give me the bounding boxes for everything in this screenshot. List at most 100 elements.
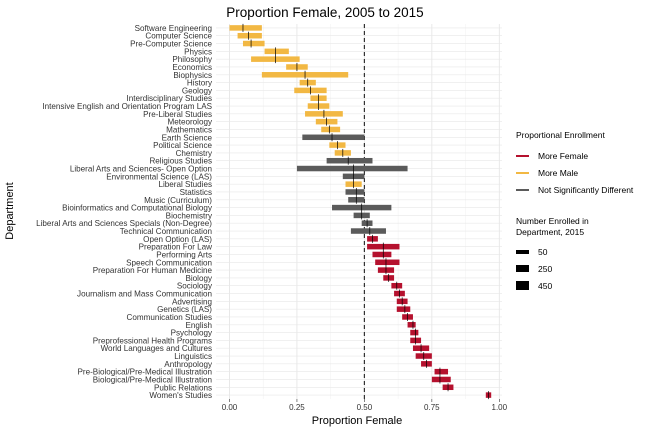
- legend-item-more-female: More Female: [516, 147, 636, 164]
- department-label: Meteorology: [167, 118, 212, 127]
- x-tick-label: 0.00: [222, 403, 238, 412]
- interval-bar: [350, 228, 386, 234]
- size-legend-item-450: 450: [516, 277, 636, 294]
- department-label: Political Science: [153, 141, 212, 150]
- department-label: Geology: [182, 86, 213, 95]
- department-label: Psychology: [171, 329, 213, 338]
- interval-bar: [434, 368, 449, 375]
- department-label: Music (Curriculum): [144, 196, 212, 205]
- gridlines: [216, 24, 502, 399]
- size-legend-item-50: 50: [516, 243, 636, 260]
- department-label: Communication Studies: [127, 313, 212, 322]
- department-label: Bioinformatics and Computational Biology: [62, 204, 213, 213]
- department-label: Software Engineering: [135, 24, 212, 33]
- interval-bar: [372, 251, 392, 258]
- department-label: Liberal Arts and Sciences- Open Option: [70, 165, 212, 174]
- size-legend-title: Number Enrolled in Department, 2015: [516, 216, 589, 237]
- color-legend: Proportional Enrollment More Female More…: [516, 130, 636, 198]
- department-label: Biological/Pre-Medical Illustration: [93, 375, 212, 384]
- size-legend-label-450: 450: [538, 280, 553, 291]
- department-label: Liberal Studies: [158, 180, 212, 189]
- department-label: Physics: [184, 47, 212, 56]
- size-key-250: [516, 265, 529, 272]
- department-label: Preparation For Human Medicine: [93, 266, 213, 275]
- department-label: Linguistics: [174, 352, 212, 361]
- x-tick-label: 1.00: [492, 403, 508, 412]
- department-label: Preprofessional Health Programs: [93, 336, 212, 345]
- legend-item-not-significant: Not Significantly Different: [516, 181, 636, 198]
- legend-label-more-male: More Male: [538, 167, 579, 178]
- department-label: Advertising: [172, 297, 212, 306]
- size-legend-item-250: 250: [516, 260, 636, 277]
- x-tick-labels: 0.00 0.25 0.50 0.75 1.00: [222, 399, 508, 412]
- interval-bar: [326, 157, 373, 164]
- department-label: World Languages and Cultures: [101, 344, 212, 353]
- size-legend-label-50: 50: [538, 246, 548, 257]
- department-label: Public Relations: [154, 383, 212, 392]
- x-tick-label: 0.25: [289, 403, 305, 412]
- color-legend-title: Proportional Enrollment: [516, 130, 605, 140]
- department-label: History: [187, 79, 213, 88]
- department-label: Journalism and Mass Communication: [77, 290, 212, 299]
- department-label: Liberal Arts and Sciences Specials (Non-…: [36, 219, 212, 228]
- interval-bar: [229, 25, 262, 31]
- department-label: Women's Studies: [149, 391, 212, 400]
- department-label: Intensive English and Orientation Progra…: [42, 102, 212, 111]
- size-legend-label-250: 250: [538, 263, 553, 274]
- legend-swatch-more-male: [516, 171, 529, 174]
- interval-bar: [264, 48, 289, 55]
- size-legend: Number Enrolled in Department, 2015 50 2…: [516, 216, 636, 294]
- plot-panel: [216, 24, 502, 399]
- interval-bar: [302, 134, 365, 141]
- legend-swatch-more-female: [516, 154, 529, 157]
- department-label: Philosophy: [172, 55, 213, 64]
- interval-bars: [229, 23, 492, 400]
- legend-label-more-female: More Female: [538, 150, 589, 161]
- department-label: Computer Science: [145, 32, 212, 41]
- department-label: Mathematics: [166, 125, 212, 134]
- x-tick-label: 0.75: [424, 403, 440, 412]
- department-label: Pre-Liberal Studies: [143, 110, 212, 119]
- y-axis-title: Department: [4, 182, 16, 239]
- department-label: Biochemistry: [166, 211, 213, 220]
- department-label: Environmental Science (LAS): [106, 172, 212, 181]
- department-label: Speech Communication: [126, 258, 212, 267]
- department-label: Chemistry: [176, 149, 213, 158]
- department-label: Open Option (LAS): [143, 235, 212, 244]
- interval-bar: [396, 306, 411, 312]
- interval-bar: [321, 126, 341, 133]
- department-label: Performing Arts: [156, 250, 212, 259]
- department-label: Sociology: [177, 282, 213, 291]
- interval-bar: [296, 165, 408, 172]
- department-label: English: [185, 321, 212, 330]
- department-label: Earth Science: [162, 133, 213, 142]
- department-label: Religious Studies: [149, 157, 212, 166]
- size-key-50: [516, 249, 529, 254]
- department-label: Interdisciplinary Studies: [127, 94, 212, 103]
- legend-label-not-significant: Not Significantly Different: [538, 184, 634, 195]
- legend-item-more-male: More Male: [516, 164, 636, 181]
- interval-bar: [345, 189, 365, 195]
- size-key-450: [516, 281, 529, 290]
- interval-bar: [242, 40, 265, 47]
- interval-bar: [407, 322, 416, 328]
- department-label: Statistics: [180, 188, 212, 197]
- department-label: Genetics (LAS): [157, 305, 212, 314]
- x-tick-label: 0.50: [357, 403, 373, 412]
- chart-title: Proportion Female, 2005 to 2015: [226, 5, 423, 20]
- department-label: Economics: [172, 63, 212, 72]
- interval-bar: [237, 32, 262, 39]
- legend-swatch-not-significant: [516, 188, 529, 191]
- interval-bar: [431, 376, 451, 383]
- interval-bar: [410, 329, 419, 336]
- x-axis-title: Proportion Female: [312, 415, 403, 427]
- department-label: Technical Communication: [120, 227, 212, 236]
- department-label: Pre-Computer Science: [130, 40, 212, 49]
- department-label: Anthropology: [164, 360, 213, 369]
- interval-bar: [375, 259, 400, 266]
- department-label: Preparation For Law: [139, 243, 212, 252]
- department-label: Biophysics: [173, 71, 212, 80]
- department-label: Biology: [185, 274, 212, 283]
